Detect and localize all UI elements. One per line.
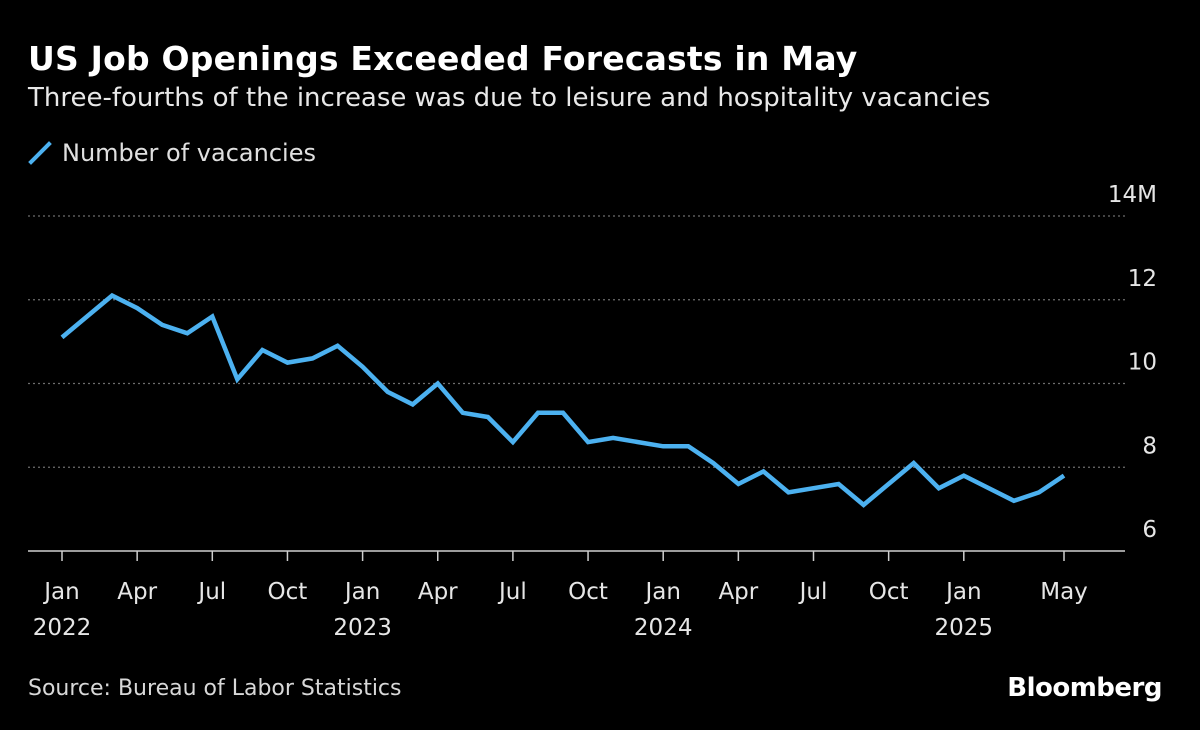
data-point xyxy=(486,415,490,419)
source-note: Source: Bureau of Labor Statistics xyxy=(28,676,402,701)
chart-title: US Job Openings Exceeded Forecasts in Ma… xyxy=(28,39,858,78)
data-point xyxy=(836,482,840,486)
data-point xyxy=(185,331,189,335)
legend-line-icon xyxy=(28,141,52,165)
data-point xyxy=(461,411,465,415)
x-tick-label-33: Oct xyxy=(869,579,909,605)
y-tick-label-14: 14M xyxy=(1108,182,1157,208)
data-point xyxy=(661,444,665,448)
x-tick-year-0: 2022 xyxy=(33,615,92,641)
data-point xyxy=(761,469,765,473)
data-point xyxy=(861,503,865,507)
data-point xyxy=(85,314,89,318)
data-point xyxy=(360,365,364,369)
data-point xyxy=(411,402,415,406)
y-tick-label-12: 12 xyxy=(1128,266,1157,292)
x-tick-year-12: 2023 xyxy=(333,615,392,641)
data-point xyxy=(636,440,640,444)
data-point xyxy=(987,486,991,490)
x-tick-label-36: Jan xyxy=(944,579,981,605)
data-point xyxy=(811,486,815,490)
x-tick-label-9: Oct xyxy=(268,579,308,605)
data-point xyxy=(711,461,715,465)
x-tick-label-27: Apr xyxy=(718,579,758,605)
x-tick-label-6: Jul xyxy=(196,579,226,605)
data-point xyxy=(561,411,565,415)
data-point xyxy=(1062,473,1066,477)
data-point xyxy=(335,344,339,348)
data-point xyxy=(937,486,941,490)
data-point xyxy=(1012,499,1016,503)
chart-subtitle: Three-fourths of the increase was due to… xyxy=(28,83,991,113)
data-point xyxy=(310,356,314,360)
data-point xyxy=(160,323,164,327)
data-point xyxy=(912,461,916,465)
data-point xyxy=(611,436,615,440)
x-tick-year-36: 2025 xyxy=(935,615,994,641)
x-tick-label-24: Jan xyxy=(643,579,680,605)
x-tick-label-18: Jul xyxy=(497,579,527,605)
y-tick-label-8: 8 xyxy=(1142,433,1157,459)
data-point xyxy=(135,306,139,310)
data-point xyxy=(962,473,966,477)
y-tick-label-10: 10 xyxy=(1128,350,1157,376)
data-point xyxy=(60,335,64,339)
x-tick-label-30: Jul xyxy=(798,579,828,605)
brand-logo: Bloomberg xyxy=(1007,673,1162,703)
x-tick-year-24: 2024 xyxy=(634,615,693,641)
data-point xyxy=(511,440,515,444)
data-point xyxy=(285,360,289,364)
data-point xyxy=(786,490,790,494)
data-point xyxy=(386,390,390,394)
x-tick-label-21: Oct xyxy=(568,579,608,605)
data-point xyxy=(235,377,239,381)
y-tick-label-6: 6 xyxy=(1142,517,1157,543)
data-point xyxy=(260,348,264,352)
data-point xyxy=(536,411,540,415)
data-point xyxy=(1037,490,1041,494)
data-point xyxy=(210,314,214,318)
x-tick-label-0: Jan xyxy=(42,579,79,605)
data-point xyxy=(436,381,440,385)
data-point xyxy=(110,293,114,297)
data-point xyxy=(686,444,690,448)
series-line-vacancies xyxy=(60,292,1066,508)
x-tick-label-12: Jan xyxy=(343,579,380,605)
data-point xyxy=(586,440,590,444)
legend: Number of vacancies xyxy=(28,135,316,171)
legend-label: Number of vacancies xyxy=(62,139,316,167)
data-point xyxy=(736,482,740,486)
x-tick-label-3: Apr xyxy=(117,579,157,605)
data-point xyxy=(886,482,890,486)
x-tick-label-15: Apr xyxy=(418,579,458,605)
x-tick-label-40: May xyxy=(1040,579,1088,605)
